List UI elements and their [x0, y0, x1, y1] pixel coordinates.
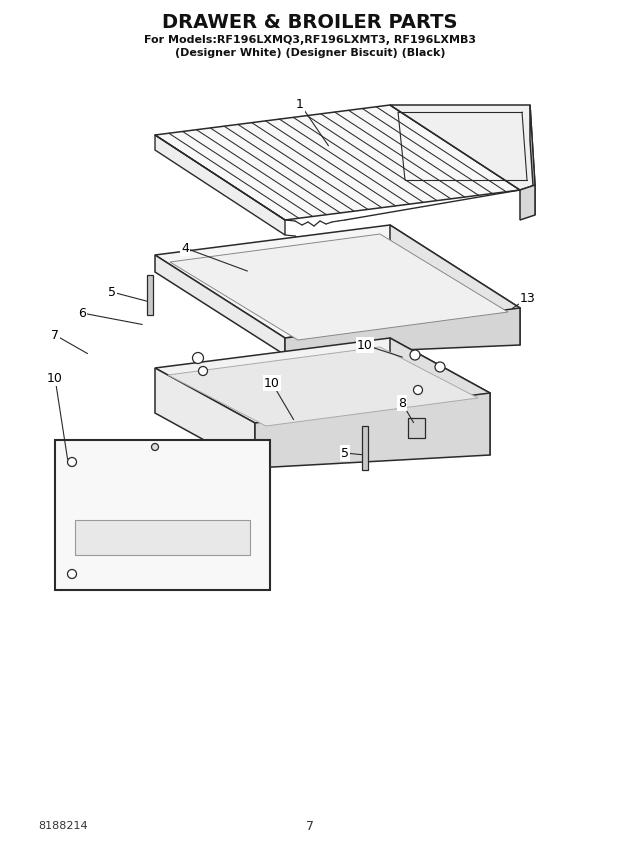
Polygon shape	[255, 393, 490, 468]
Polygon shape	[390, 105, 535, 190]
Polygon shape	[170, 234, 508, 340]
Text: 10: 10	[357, 338, 373, 352]
Circle shape	[192, 353, 203, 364]
Circle shape	[435, 362, 445, 372]
Text: 6: 6	[78, 306, 86, 319]
Polygon shape	[285, 308, 520, 355]
Polygon shape	[520, 185, 535, 220]
Text: 5: 5	[108, 286, 116, 299]
Circle shape	[414, 385, 422, 395]
Polygon shape	[168, 347, 478, 426]
Polygon shape	[390, 225, 520, 345]
Polygon shape	[147, 275, 153, 315]
Polygon shape	[155, 135, 285, 235]
Polygon shape	[155, 105, 520, 220]
Polygon shape	[155, 255, 285, 355]
Circle shape	[410, 350, 420, 360]
Text: 10: 10	[264, 377, 280, 389]
Text: 7: 7	[51, 329, 59, 342]
Polygon shape	[155, 368, 255, 468]
Text: 8188214: 8188214	[38, 821, 87, 831]
Circle shape	[151, 443, 159, 450]
Text: 8: 8	[398, 396, 406, 409]
Text: 4: 4	[181, 241, 189, 254]
Text: 10: 10	[47, 372, 63, 384]
Text: 5: 5	[341, 447, 349, 460]
Polygon shape	[155, 338, 490, 423]
Circle shape	[68, 457, 76, 467]
Polygon shape	[408, 418, 425, 438]
Polygon shape	[530, 105, 535, 215]
Text: For Models:RF196LXMQ3,RF196LXMT3, RF196LXMB3: For Models:RF196LXMQ3,RF196LXMT3, RF196L…	[144, 35, 476, 45]
Polygon shape	[155, 225, 520, 338]
Polygon shape	[362, 426, 368, 470]
Polygon shape	[75, 520, 250, 555]
Circle shape	[198, 366, 208, 376]
Text: DRAWER & BROILER PARTS: DRAWER & BROILER PARTS	[162, 13, 458, 32]
Text: 1: 1	[296, 98, 304, 110]
Text: 13: 13	[520, 292, 536, 305]
Polygon shape	[390, 338, 490, 455]
Text: 7: 7	[306, 819, 314, 833]
Circle shape	[68, 569, 76, 579]
Polygon shape	[55, 440, 270, 590]
Text: eReplacementParts.com: eReplacementParts.com	[220, 446, 390, 460]
Text: (Designer White) (Designer Biscuit) (Black): (Designer White) (Designer Biscuit) (Bla…	[175, 48, 445, 58]
